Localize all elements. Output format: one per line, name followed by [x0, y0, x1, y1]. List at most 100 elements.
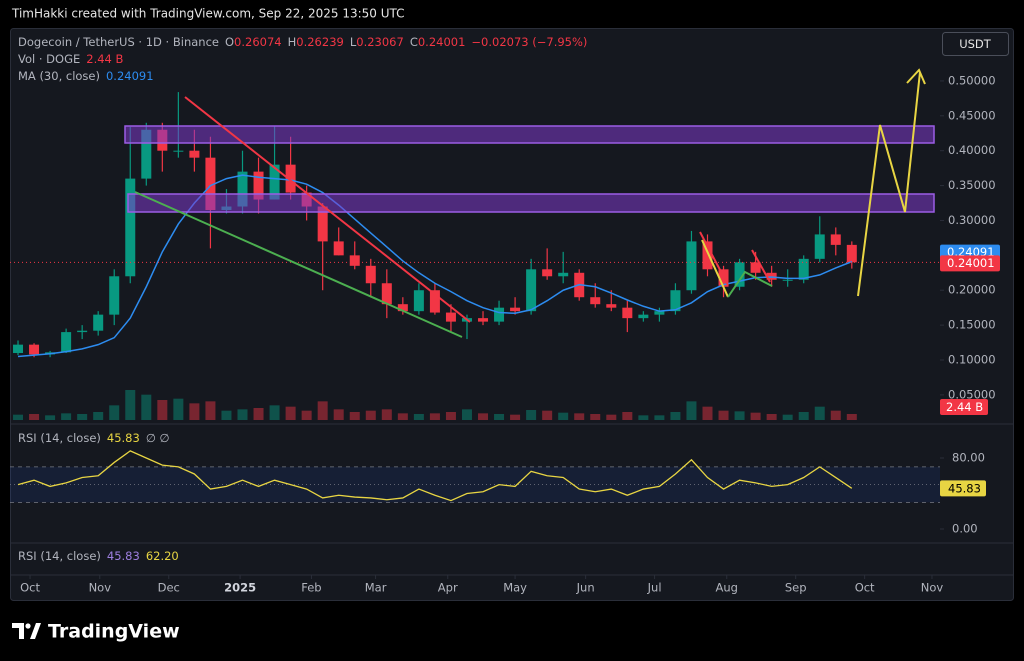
- candle-body: [125, 178, 136, 277]
- candle-body: [606, 304, 617, 308]
- y-tick-label: 0.50000: [948, 73, 996, 87]
- volume-bar: [413, 414, 424, 420]
- y-tick-label: 0.05000: [948, 387, 996, 401]
- change: −0.02073 (−7.95%): [471, 35, 587, 49]
- x-tick-label: Jun: [576, 581, 595, 595]
- volume-bar: [45, 415, 56, 420]
- volume-bar: [734, 411, 745, 420]
- candle-body: [109, 276, 120, 315]
- x-tick-label: 2025: [224, 581, 256, 595]
- logo-icon: [25, 623, 31, 629]
- volume-bar: [686, 401, 697, 420]
- volume-bar: [478, 413, 489, 420]
- y-tick-label: 0.35000: [948, 178, 996, 192]
- x-tick-label: Oct: [20, 581, 40, 595]
- candle-body: [381, 283, 392, 305]
- symbol-title: Dogecoin / TetherUS · 1D · Binance: [18, 35, 219, 49]
- volume-bar: [205, 401, 216, 420]
- candle-body: [173, 150, 184, 152]
- candle-body: [141, 129, 152, 179]
- volume-bar: [846, 414, 857, 420]
- candle-body: [429, 290, 440, 313]
- candle-body: [445, 312, 456, 322]
- currency-button[interactable]: [942, 32, 1009, 56]
- attribution: TimHakki created with TradingView.com, S…: [11, 7, 405, 21]
- volume-bar: [429, 413, 440, 420]
- candle-body: [13, 344, 24, 354]
- candle-body: [29, 344, 40, 355]
- chart-panel: [10, 28, 1014, 601]
- moving-average: [17, 174, 853, 358]
- ohlc-value: 0.26074: [234, 35, 282, 49]
- volume-value: 2.44 B: [86, 52, 123, 66]
- candle-body: [526, 269, 537, 312]
- volume-bar: [365, 410, 376, 420]
- volume-legend: Vol · DOGE 2.44 B: [18, 52, 124, 66]
- volume-bar: [782, 414, 793, 420]
- logo-text: TradingView: [48, 621, 180, 643]
- x-tick-label: Mar: [365, 581, 387, 595]
- volume-bar: [750, 412, 761, 420]
- logo-icon: [12, 623, 24, 639]
- candle-body: [734, 262, 745, 287]
- volume-bar: [109, 405, 120, 420]
- rsi-name: RSI (14, close): [18, 431, 101, 445]
- last-price-label: 0.24001: [947, 256, 995, 270]
- volume-bar: [574, 413, 585, 420]
- candle-body: [285, 164, 296, 193]
- pattern-line: [701, 239, 729, 298]
- volume-bar: [77, 414, 88, 420]
- pattern-line: [699, 231, 729, 286]
- ohlc-label: C: [410, 35, 418, 49]
- candle-body: [333, 241, 344, 256]
- volume-bar: [510, 414, 521, 420]
- rsi-value-label: 45.83: [948, 481, 981, 495]
- ma-name: MA (30, close): [18, 69, 100, 83]
- volume-bar: [606, 414, 617, 420]
- candle-body: [622, 307, 633, 319]
- ohlc-value: 0.24001: [418, 35, 466, 49]
- projection-arrowhead: [906, 68, 926, 85]
- resistance-zone: [124, 125, 935, 144]
- candle-body: [558, 272, 569, 277]
- volume-bar: [189, 403, 200, 420]
- volume-bar: [558, 412, 569, 420]
- volume-bar: [590, 414, 601, 420]
- volume-bar: [397, 413, 408, 420]
- volume-bar: [125, 390, 136, 420]
- candle-body: [798, 258, 809, 280]
- x-tick-label: May: [503, 581, 527, 595]
- y-tick-label: 0.40000: [948, 143, 996, 157]
- volume-bar: [333, 409, 344, 420]
- rsi-symbols: ∅ ∅: [146, 431, 170, 445]
- candle-body: [93, 314, 104, 331]
- resistance-zone: [127, 193, 935, 213]
- ohlc-value: 0.23067: [356, 35, 404, 49]
- currency-label[interactable]: USDT: [959, 37, 992, 51]
- symbol-legend: Dogecoin / TetherUS · 1D · Binance O0.260…: [18, 35, 587, 49]
- x-tick-label: Apr: [438, 581, 458, 595]
- volume-bar: [253, 408, 264, 420]
- projection-path: [857, 71, 921, 297]
- volume-name: Vol · DOGE: [18, 52, 80, 66]
- ohlc-label: H: [288, 35, 297, 49]
- x-tick-label: Aug: [716, 581, 738, 595]
- volume-bar: [718, 410, 729, 420]
- rsi-value: 45.83: [107, 431, 140, 445]
- volume-bar: [494, 414, 505, 420]
- volume-bar: [445, 412, 456, 420]
- last-price-box: [940, 255, 1000, 272]
- y-tick-label: 0.45000: [948, 108, 996, 122]
- candle-body: [542, 269, 553, 277]
- logo: TradingView: [12, 621, 180, 643]
- candle-body: [77, 330, 88, 333]
- ohlc-value: 0.26239: [296, 35, 344, 49]
- volume-bar: [381, 409, 392, 420]
- candle-body: [269, 164, 280, 200]
- volume-bar: [542, 410, 553, 420]
- volume-bar: [622, 412, 633, 420]
- candle-body: [846, 244, 857, 263]
- candle-body: [349, 255, 360, 266]
- volume-bar: [301, 410, 312, 420]
- volume-label: 2.44 B: [946, 400, 983, 414]
